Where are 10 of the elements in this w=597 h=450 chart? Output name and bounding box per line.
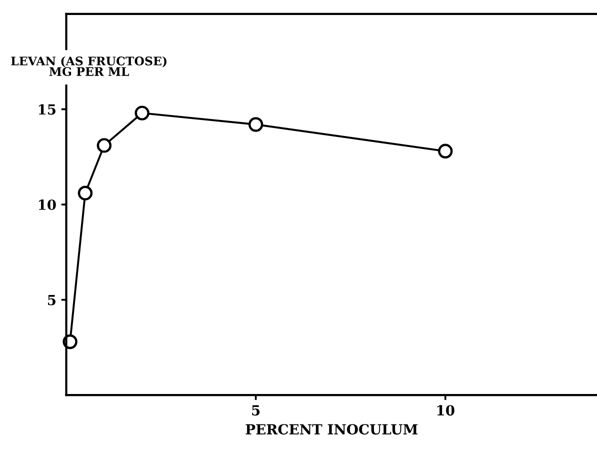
point — [134, 106, 150, 120]
y-axis-title: LEVAN (AS FRUCTOSE) MG PER ML — [11, 56, 166, 76]
point — [96, 138, 112, 153]
y-tick-label: 5 — [48, 294, 56, 306]
point — [438, 144, 453, 159]
x-axis-title: PERCENT INOCULUM — [246, 424, 418, 435]
point — [248, 117, 264, 132]
point — [78, 186, 93, 200]
y-tick-label: 15 — [38, 104, 56, 115]
y-tick-label: 10 — [38, 199, 56, 210]
